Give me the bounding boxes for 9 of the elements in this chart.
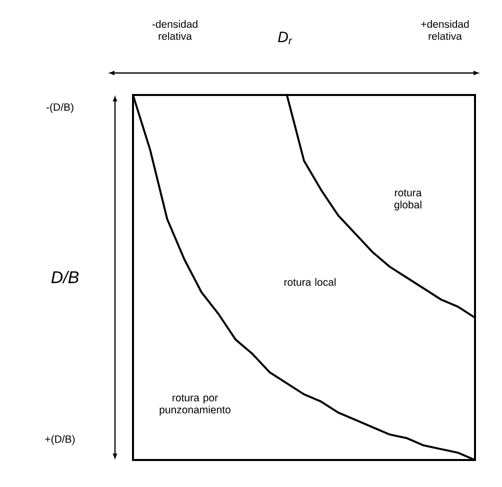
y-axis-title: D/B (51, 270, 79, 284)
annotation: rotura global (394, 190, 422, 210)
annotation: rotura local (284, 278, 336, 286)
x-axis-title: D$_{r}$ (278, 32, 292, 44)
text: +(D/B) (45, 435, 75, 445)
text: +densidad relativa (421, 20, 469, 40)
text: -(D/B) (46, 103, 74, 113)
annotation: rotura por punzonamiento (160, 394, 230, 416)
text: -densidad relativa (152, 20, 198, 40)
